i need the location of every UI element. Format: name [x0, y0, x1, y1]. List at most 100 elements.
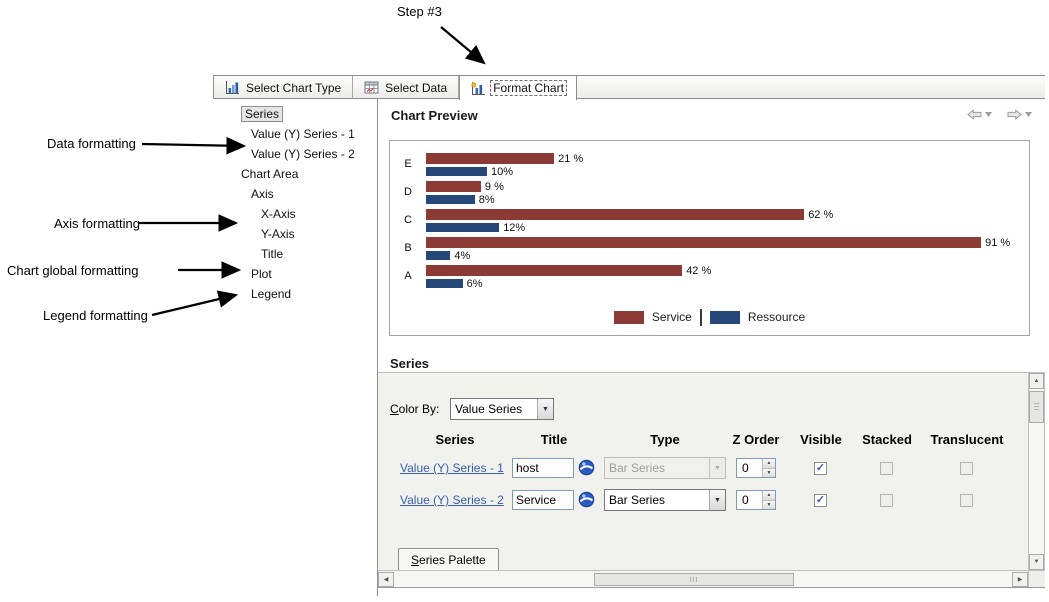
- annotation-axis-formatting: Axis formatting: [54, 216, 140, 231]
- column-header: Stacked: [862, 432, 912, 447]
- service-series-bar: [426, 265, 683, 276]
- chart-plot-area: E 21 % 10% D 9 % 8% C 62 % 12% B 91 % 4% A 42 % 6%: [390, 141, 1029, 335]
- bar-group: 9 % 8%: [426, 180, 1025, 206]
- bar-group: 91 % 4%: [426, 236, 1025, 262]
- tree-item-chart-area[interactable]: Chart Area: [213, 164, 377, 184]
- color-by-label: Color By:: [390, 402, 439, 416]
- series-section-title: Series: [390, 356, 430, 371]
- z-order-spinner[interactable]: 0 ▲ ▼: [736, 458, 776, 478]
- series-table-row: Value (Y) Series - 1 Bar Series▼ 0▲▼ ✓: [378, 455, 1028, 483]
- back-dropdown-icon[interactable]: [985, 112, 992, 117]
- vertical-scroll-thumb[interactable]: [1029, 391, 1044, 423]
- translucent-checkbox[interactable]: [960, 462, 973, 475]
- series-table-row: Value (Y) Series - 2 Bar Series▼ 0▲▼ ✓: [378, 487, 1028, 515]
- scroll-down-icon[interactable]: ▼: [1029, 554, 1044, 570]
- stacked-checkbox[interactable]: [880, 494, 893, 507]
- chevron-down-icon: ▼: [709, 458, 725, 478]
- tree-item-label: Value (Y) Series - 1: [251, 127, 355, 141]
- bar-value-label: 42 %: [686, 264, 712, 277]
- chart-preview: E 21 % 10% D 9 % 8% C 62 % 12% B 91 % 4% A 42 % 6% Ser…: [389, 140, 1030, 336]
- spin-up-icon[interactable]: ▲: [763, 459, 775, 469]
- ressource-series-bar: [426, 279, 463, 288]
- forward-arrow-icon[interactable]: [1007, 109, 1022, 120]
- scrollbar-corner: [1028, 570, 1045, 587]
- preview-nav: [967, 109, 1032, 120]
- tree-item-axis[interactable]: Axis: [213, 184, 377, 204]
- tree-item-label: Series: [241, 106, 284, 122]
- tree-item-label: Value (Y) Series - 2: [251, 147, 355, 161]
- legend-swatch: [709, 310, 740, 324]
- series-name-link[interactable]: Value (Y) Series - 1: [400, 461, 504, 475]
- scroll-up-icon[interactable]: ▲: [1029, 373, 1044, 389]
- spin-down-icon[interactable]: ▼: [763, 500, 775, 509]
- series-form: Color By: Value Series ▼ Series Title Type…: [378, 373, 1028, 570]
- bar-value-label: 21 %: [558, 152, 584, 165]
- series-name-link[interactable]: Value (Y) Series - 2: [400, 493, 504, 507]
- data-table-icon: [364, 80, 379, 95]
- tree-item-title[interactable]: Title: [213, 244, 377, 264]
- horizontal-scroll-thumb[interactable]: [594, 573, 794, 586]
- tree-item-legend[interactable]: Legend: [213, 284, 377, 304]
- bar-value-label: 6%: [466, 277, 483, 290]
- ressource-series-bar: [426, 223, 500, 232]
- series-title-editor-button[interactable]: [578, 459, 595, 476]
- chart-category-row: C 62 % 12%: [390, 207, 1029, 235]
- ressource-series-bar: [426, 195, 475, 204]
- series-type-dropdown[interactable]: Bar Series ▼: [604, 489, 726, 511]
- column-header: Series: [435, 432, 475, 447]
- tree-item-label: Title: [261, 247, 284, 261]
- tree-item-value-y-series-2[interactable]: Value (Y) Series - 2: [213, 144, 377, 164]
- tree-item-series[interactable]: Series: [213, 104, 377, 124]
- check-mark: ✓: [815, 461, 826, 474]
- column-header: Visible: [800, 432, 842, 447]
- tree-item-plot[interactable]: Plot: [213, 264, 377, 284]
- scroll-left-icon[interactable]: ◀: [378, 572, 394, 587]
- chart-preview-title: Chart Preview: [391, 108, 478, 123]
- tree-item-x-axis[interactable]: X-Axis: [213, 204, 377, 224]
- spin-up-icon[interactable]: ▲: [763, 491, 775, 501]
- forward-dropdown-icon[interactable]: [1025, 112, 1032, 117]
- visible-checkbox[interactable]: ✓: [814, 494, 827, 507]
- translucent-checkbox[interactable]: [960, 494, 973, 507]
- spin-down-icon[interactable]: ▼: [763, 468, 775, 477]
- palette-label-rest: eries Palette: [419, 552, 486, 567]
- series-title-input[interactable]: [512, 458, 574, 478]
- bar-value-label: 91 %: [985, 236, 1011, 249]
- tab-label: Select Chart Type: [246, 80, 342, 95]
- tree-item-y-axis[interactable]: Y-Axis: [213, 224, 377, 244]
- tab-format-chart[interactable]: Format Chart: [459, 76, 577, 100]
- column-header: Z Order: [732, 432, 780, 447]
- annotation-chart-global-formatting: Chart global formatting: [7, 263, 139, 278]
- scroll-right-icon[interactable]: ▶: [1012, 572, 1028, 587]
- tab-select-data[interactable]: Select Data: [353, 76, 460, 99]
- stacked-checkbox[interactable]: [880, 462, 893, 475]
- series-type-dropdown[interactable]: Bar Series ▼: [604, 457, 726, 479]
- tree-item-label: Legend: [251, 287, 292, 301]
- bar-group: 62 % 12%: [426, 208, 1025, 234]
- legend-label: Service: [651, 310, 692, 324]
- horizontal-scrollbar[interactable]: ◀ ▶: [378, 570, 1028, 587]
- color-by-dropdown[interactable]: Value Series ▼: [450, 398, 554, 420]
- vertical-scrollbar[interactable]: ▲ ▼: [1028, 373, 1045, 570]
- visible-checkbox[interactable]: ✓: [814, 462, 827, 475]
- bar-group: 21 % 10%: [426, 152, 1025, 178]
- back-arrow-icon[interactable]: [967, 109, 982, 120]
- bar-value-label: 10%: [491, 165, 514, 178]
- service-series-bar: [426, 237, 982, 248]
- series-title-editor-button[interactable]: [578, 491, 595, 508]
- series-title-input[interactable]: [512, 490, 574, 510]
- format-tree: Series Value (Y) Series - 1 Value (Y) Seri…: [213, 99, 377, 596]
- tab-select-chart-type[interactable]: Select Chart Type: [214, 76, 354, 99]
- check-mark: ✓: [815, 493, 826, 506]
- tree-item-label: Y-Axis: [261, 227, 295, 241]
- tree-item-label: Chart Area: [241, 167, 299, 181]
- bar-chart-icon: [225, 80, 240, 95]
- chart-category-row: A 42 % 6%: [390, 263, 1029, 291]
- color-by-value: Value Series: [455, 402, 523, 416]
- z-order-spinner[interactable]: 0 ▲ ▼: [736, 490, 776, 510]
- tree-item-value-y-series-1[interactable]: Value (Y) Series - 1: [213, 124, 377, 144]
- chevron-down-icon: ▼: [537, 399, 553, 419]
- format-panel: Chart Preview E 21 % 10% D 9 % 8% C 62 % 12% B 91 …: [377, 99, 1045, 596]
